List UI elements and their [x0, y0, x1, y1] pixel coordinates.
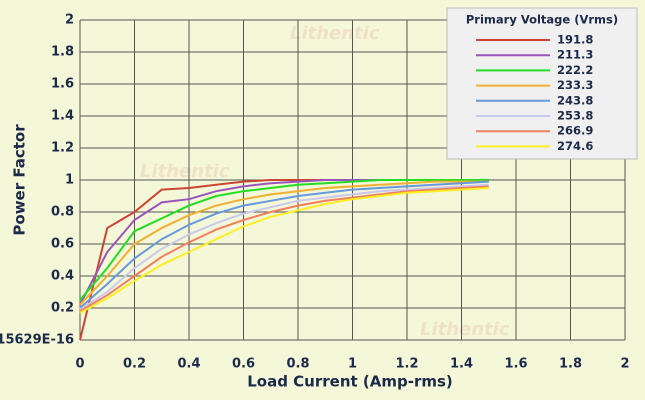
x-tick-label: 0.6 [232, 357, 255, 372]
series-line [79, 180, 489, 309]
x-tick-label: 1.8 [559, 357, 582, 372]
legend-label: 266.9 [557, 124, 593, 138]
legend-box [446, 7, 638, 160]
x-axis-title: Load Current (Amp-rms) [247, 373, 453, 391]
legend-label: 191.8 [557, 33, 593, 47]
y-tick-label: 1.6 [51, 77, 74, 92]
y-tick-label: 1.8 [51, 45, 74, 60]
x-tick-label: 1.6 [504, 357, 527, 372]
x-tick-label: 0 [75, 357, 84, 372]
series-line [79, 185, 489, 313]
y-tick-label: 0.8 [51, 205, 74, 220]
legend-label: 233.3 [557, 78, 593, 92]
y-axis-title: Power Factor [11, 124, 29, 236]
legend-label: 243.8 [557, 93, 593, 107]
y-tick-label: 0.4 [51, 269, 74, 284]
x-tick-label: 0.8 [286, 357, 309, 372]
legend-label: 253.8 [557, 109, 593, 123]
series-line [79, 183, 489, 311]
x-tick-label: 0.4 [177, 357, 200, 372]
plot-lines [79, 179, 489, 341]
watermark: Lithentic [290, 23, 380, 44]
y-tick-label: 2 [65, 13, 74, 28]
legend-label: 222.2 [557, 63, 593, 77]
series-line [79, 187, 489, 314]
legend-label: 274.6 [557, 139, 593, 153]
y-tick-label: 1.4 [51, 109, 74, 124]
legend-label: 211.3 [557, 48, 593, 62]
y-tick-label: 0.2 [51, 301, 74, 316]
x-tick-label: 1.2 [395, 357, 418, 372]
y-tick-label: 0.6 [51, 237, 74, 252]
series-line [79, 180, 489, 306]
legend: Primary Voltage (Vrms) 191.8211.3222.223… [446, 7, 638, 160]
x-tick-label: 0.2 [123, 357, 146, 372]
legend-title: Primary Voltage (Vrms) [466, 13, 618, 27]
x-tick-label: 2 [620, 357, 629, 372]
series-line [79, 179, 489, 301]
watermark: Lithentic [420, 319, 510, 340]
watermark: Lithentic [140, 161, 230, 182]
x-tick-label: 1.4 [450, 357, 473, 372]
x-tick-label: 1 [348, 357, 357, 372]
y-tick-label: 1 [65, 173, 74, 188]
y-tick-label: 1.2 [51, 141, 74, 156]
y-tick-label: 15629E-16 [0, 333, 74, 348]
